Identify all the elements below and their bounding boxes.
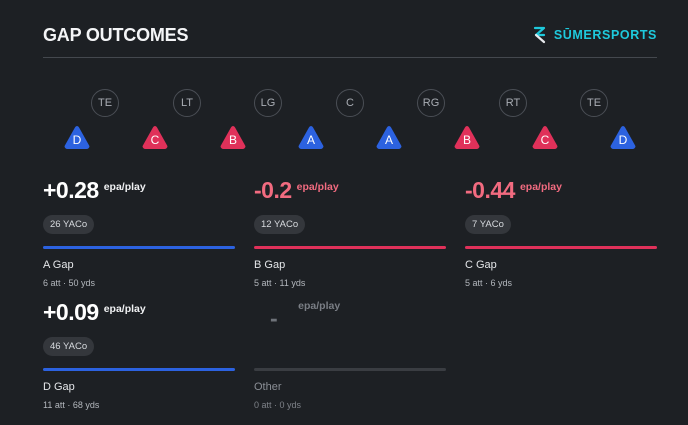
gap-marker-label: B <box>229 133 237 147</box>
gap-marker-label: B <box>463 133 471 147</box>
epa-value: -0.44 <box>465 177 515 203</box>
epa-value: - <box>270 305 278 331</box>
gap-name: A Gap <box>43 259 74 271</box>
gap-marker-b-5: B <box>454 126 480 149</box>
gap-marker-a-3: A <box>298 126 324 149</box>
yaco-badge: 26 YACo <box>43 215 95 234</box>
metric-card-b-gap: -0.2 epa/play 12 YACo B Gap 5 att · 11 yds <box>254 178 446 288</box>
gap-bar <box>254 368 446 371</box>
yaco-wrap: 7 YACo <box>465 206 657 234</box>
position-lg-2: LG <box>254 89 282 117</box>
page-title: GAP OUTCOMES <box>43 25 189 45</box>
header-divider <box>43 57 657 58</box>
gap-marker-label: C <box>151 133 160 147</box>
gap-stats: 5 att · 6 yds <box>465 278 513 288</box>
yaco-wrap: 26 YACo <box>43 206 235 234</box>
brand-logo: SŪMERSPORTS <box>532 26 657 44</box>
gap-name: D Gap <box>43 381 75 393</box>
gap-marker-b-2: B <box>220 126 246 149</box>
gap-marker-a-4: A <box>376 126 402 149</box>
gap-name: C Gap <box>465 259 497 271</box>
gap-marker-label: A <box>385 133 393 147</box>
epa-unit: epa/play <box>296 181 339 193</box>
gap-marker-label: D <box>73 133 82 147</box>
position-te-6: TE <box>580 89 608 117</box>
position-c-3: C <box>336 89 364 117</box>
metric-card-other: - epa/play Other 0 att · 0 yds <box>254 300 446 410</box>
position-rt-5: RT <box>499 89 527 117</box>
sumer-logo-icon <box>533 26 545 44</box>
gap-stats: 11 att · 68 yds <box>43 400 100 410</box>
gap-name: B Gap <box>254 259 286 271</box>
metric-value-row: +0.28 epa/play <box>43 178 235 206</box>
metric-value-row: -0.2 epa/play <box>254 178 446 206</box>
yaco-wrap: 46 YACo <box>43 328 235 356</box>
yaco-badge: 7 YACo <box>465 215 511 234</box>
gap-marker-label: C <box>541 133 550 147</box>
gap-name: Other <box>254 381 282 393</box>
epa-unit: epa/play <box>103 181 146 193</box>
yaco-badge: 12 YACo <box>254 215 306 234</box>
gap-stats: 0 att · 0 yds <box>254 400 302 410</box>
metric-value-row: - epa/play <box>254 300 446 331</box>
epa-value: -0.2 <box>254 177 292 203</box>
metric-card-c-gap: -0.44 epa/play 7 YACo C Gap 5 att · 6 yds <box>465 178 657 288</box>
yaco-badge: 46 YACo <box>43 337 95 356</box>
epa-value: +0.09 <box>43 299 99 325</box>
gap-marker-d-7: D <box>610 126 636 149</box>
epa-unit: epa/play <box>519 181 562 193</box>
position-te-0: TE <box>91 89 119 117</box>
metric-value-row: -0.44 epa/play <box>465 178 657 206</box>
position-lt-1: LT <box>173 89 201 117</box>
yaco-wrap: 12 YACo <box>254 206 446 234</box>
gap-bar <box>43 246 235 249</box>
gap-stats: 5 att · 11 yds <box>254 278 306 288</box>
yaco-wrap <box>254 328 446 356</box>
gap-marker-label: D <box>619 133 628 147</box>
epa-unit: epa/play <box>103 303 146 315</box>
epa-value: +0.28 <box>43 177 99 203</box>
gap-marker-c-1: C <box>142 126 168 149</box>
gap-stats: 6 att · 50 yds <box>43 278 96 288</box>
position-rg-4: RG <box>417 89 445 117</box>
metric-value-row: +0.09 epa/play <box>43 300 235 328</box>
brand-name: SŪMERSPORTS <box>553 28 657 42</box>
metric-card-d-gap: +0.09 epa/play 46 YACo D Gap 11 att · 68 yds <box>43 300 235 410</box>
gap-bar <box>43 368 235 371</box>
gap-marker-d-0: D <box>64 126 90 149</box>
epa-unit: epa/play <box>298 300 341 312</box>
gap-marker-c-6: C <box>532 126 558 149</box>
gap-bar <box>465 246 657 249</box>
gap-bar <box>254 246 446 249</box>
metric-card-a-gap: +0.28 epa/play 26 YACo A Gap 6 att · 50 yds <box>43 178 235 288</box>
gap-marker-label: A <box>307 133 315 147</box>
